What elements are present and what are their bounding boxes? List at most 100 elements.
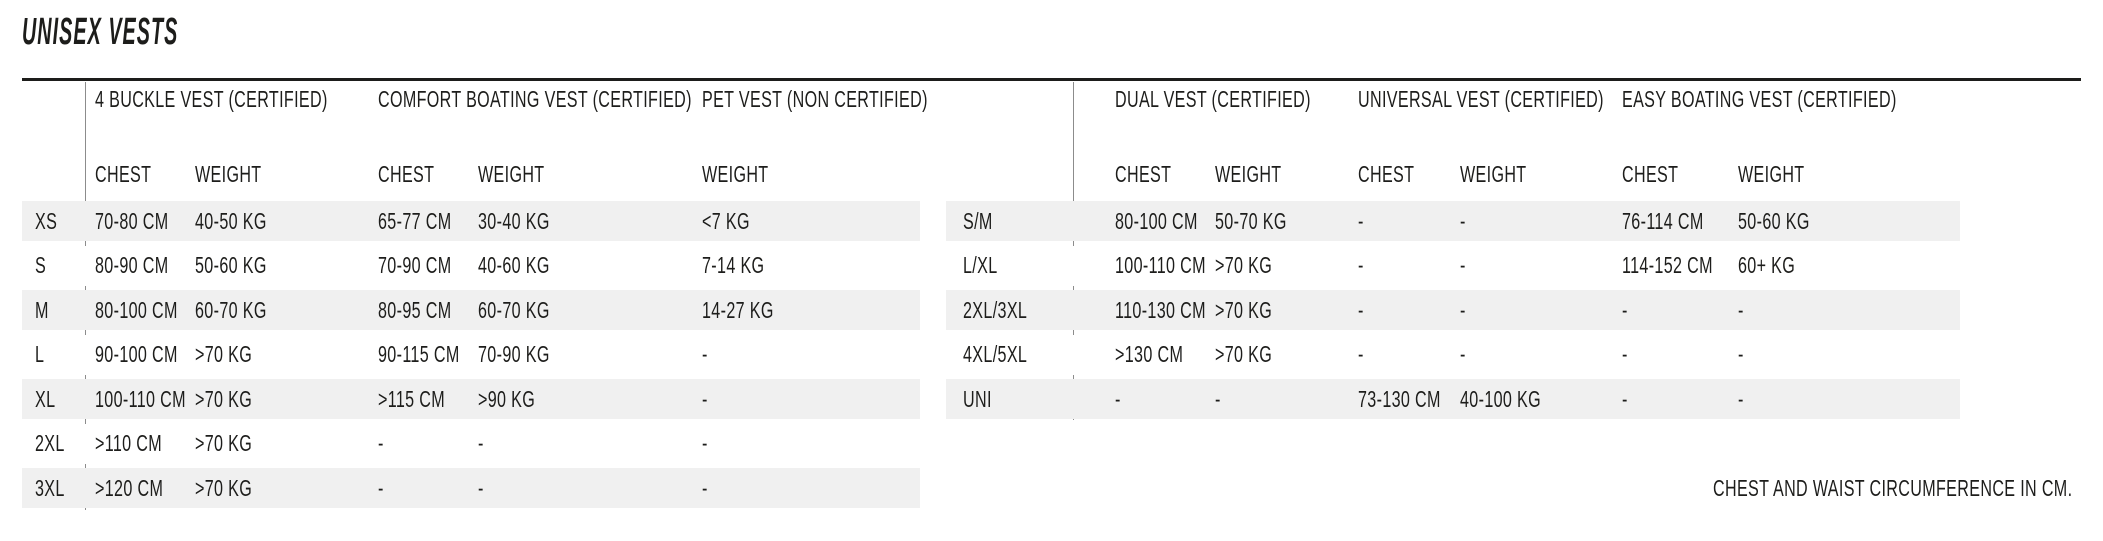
group-header: PET VEST (NON CERTIFIED) [702,82,927,117]
cell-value: - [1738,385,1744,412]
corner-cell [22,164,95,184]
cell-value: - [1622,296,1628,323]
cell-value: - [1460,341,1466,367]
data-cell: >70 KG [1215,290,1358,330]
group-header: EASY BOATING VEST (CERTIFIED) [1622,82,1960,117]
cell-value: 76-114 CM [1622,207,1704,234]
column-header-label: CHEST [378,160,435,187]
data-cell: 40-60 KG [478,246,702,286]
cell-value: 90-115 CM [378,341,460,367]
header-rule [22,78,2081,81]
size-label: XS [35,207,58,234]
column-header: WEIGHT [195,162,378,185]
table-row: UNI - - 73-130 CM 40-100 KG - - [946,379,1960,419]
group-header-label: UNIVERSAL VEST (CERTIFIED) [1358,86,1604,112]
size-cell: S [22,246,95,286]
cell-value: 80-100 CM [1115,207,1198,234]
data-cell: 50-60 KG [1738,201,1960,241]
data-cell: 80-95 CM [378,290,478,330]
cell-value: 100-110 CM [95,385,186,412]
data-cell: - [1460,201,1622,241]
cell-value: - [378,430,384,456]
data-cell: - [702,379,920,419]
cell-value: - [478,430,484,456]
size-label: UNI [963,385,992,412]
cell-value: - [1460,207,1466,234]
group-header-label: EASY BOATING VEST (CERTIFIED) [1622,86,1897,112]
cell-value: 50-60 KG [1738,207,1810,234]
data-cell: 50-60 KG [195,246,378,286]
cell-value: 73-130 CM [1358,385,1441,412]
cell-value: - [702,385,708,412]
data-cell: - [378,424,478,464]
cell-value: 40-100 KG [1460,385,1542,412]
column-header-label: CHEST [95,160,152,187]
data-cell: - [1622,290,1738,330]
cell-value: - [1358,341,1364,367]
data-cell: >110 CM [95,424,195,464]
column-header-row: CHEST WEIGHT CHEST WEIGHT WEIGHT [22,160,920,187]
cell-value: 70-80 CM [95,207,169,234]
cell-value: 50-60 KG [195,252,267,278]
column-header: CHEST [1622,160,1738,187]
size-cell: 3XL [22,468,95,508]
column-header-label: CHEST [1358,160,1415,187]
cell-value: - [1115,385,1121,412]
cell-value: >70 KG [1215,296,1273,323]
cell-value: 70-90 KG [478,341,550,367]
column-header: CHEST [1358,160,1460,187]
data-cell: 114-152 CM [1622,246,1738,286]
size-cell: 2XL/3XL [946,290,1115,330]
cell-value: 110-130 CM [1115,296,1206,323]
data-cell: 110-130 CM [1115,290,1215,330]
data-cell: 7-14 KG [702,246,920,286]
cell-value: 60-70 KG [195,296,267,323]
data-cell: - [702,335,920,375]
size-cell: L [22,335,95,375]
size-cell: 2XL [22,424,95,464]
size-label: 2XL [35,430,65,456]
cell-value: >70 KG [195,341,253,367]
data-cell: - [1358,201,1460,241]
cell-value: >70 KG [195,474,253,501]
cell-value: - [1738,296,1744,323]
column-header: CHEST [1115,162,1215,185]
table-row: 2XL >110 CM >70 KG - - - [22,423,920,464]
size-label: S/M [963,207,993,234]
cell-value: 90-100 CM [95,341,178,367]
cell-value: - [1215,385,1221,412]
size-label: 2XL/3XL [963,296,1028,323]
cell-value: >120 CM [95,474,164,501]
data-cell: >120 CM [95,468,195,508]
cell-value: - [1460,252,1466,278]
column-header-label: WEIGHT [478,160,545,187]
left-table-body: XS 70-80 CM 40-50 KG 65-77 CM 30-40 KG <7 KG S… [22,201,920,508]
data-cell: >115 CM [378,379,478,419]
data-cell: 70-90 CM [378,246,478,286]
data-cell: - [1460,290,1622,330]
column-header: WEIGHT [478,160,702,187]
data-cell: 80-90 CM [95,246,195,286]
data-cell: - [1738,335,1960,375]
data-cell: - [478,424,702,464]
group-header-label: 4 BUCKLE VEST (CERTIFIED) [95,86,328,112]
size-cell: M [22,290,95,330]
right-table-body: S/M 80-100 CM 50-70 KG - - 76-114 CM 50-60 KG L… [946,201,1960,419]
table-row: XS 70-80 CM 40-50 KG 65-77 CM 30-40 KG <7 KG [22,201,920,241]
size-cell: XS [22,201,95,241]
group-header-label: DUAL VEST (CERTIFIED) [1115,86,1311,112]
data-cell: - [1358,335,1460,375]
table-row: S 80-90 CM 50-60 KG 70-90 CM 40-60 KG 7-14 KG [22,245,920,286]
data-cell: <7 KG [702,201,920,241]
page-title: UNISEX VESTS [22,13,323,51]
size-label: XL [35,385,56,412]
size-cell: XL [22,379,95,419]
size-label: S [35,252,47,278]
group-header: COMFORT BOATING VEST (CERTIFIED) [378,82,702,117]
column-header-label: CHEST [1622,160,1679,187]
footnote-text: CHEST AND WAIST CIRCUMFERENCE IN CM. [1712,474,2072,501]
size-cell: 4XL/5XL [946,335,1115,375]
column-header: CHEST [95,160,195,187]
data-cell: 80-100 CM [1115,201,1215,241]
